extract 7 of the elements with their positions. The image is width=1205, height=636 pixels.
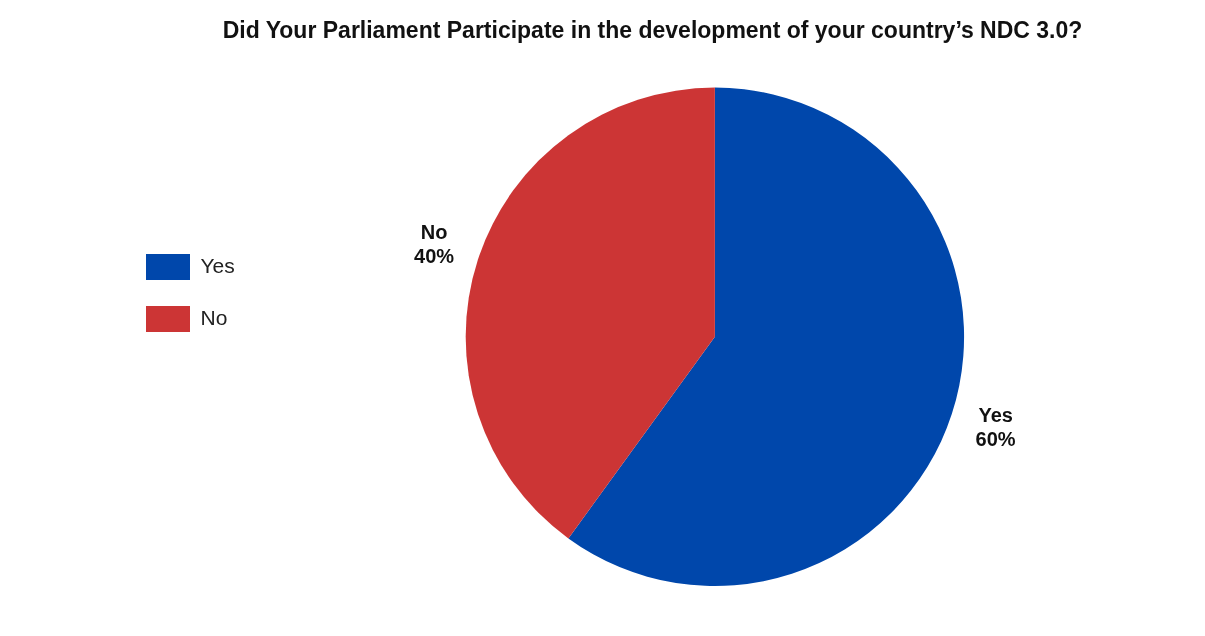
slice-label: Yes <box>978 403 1013 426</box>
slice-label: No <box>420 221 448 244</box>
legend-label: No <box>200 305 228 329</box>
data-label: 40% <box>414 245 455 268</box>
legend-label: Yes <box>200 253 235 277</box>
chart-title: Did Your Parliament Participate in the development of your country’s NDC 3.0? <box>222 17 1083 44</box>
data-label: 60% <box>975 427 1016 450</box>
